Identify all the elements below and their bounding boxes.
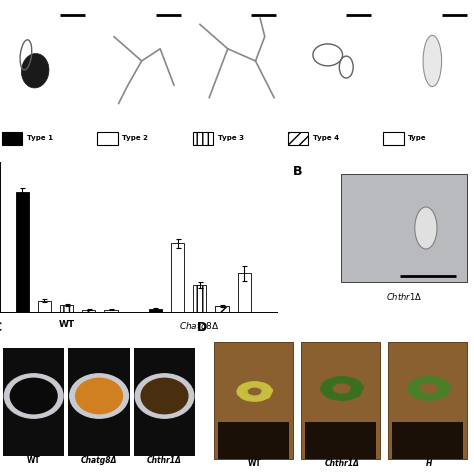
Ellipse shape bbox=[423, 36, 442, 87]
Bar bbox=[305, 421, 376, 459]
Bar bbox=[171, 244, 184, 312]
Ellipse shape bbox=[237, 392, 259, 402]
Bar bbox=[392, 421, 464, 459]
Ellipse shape bbox=[407, 376, 428, 391]
Bar bbox=[214, 342, 293, 459]
Text: Chthr1Δ: Chthr1Δ bbox=[147, 456, 182, 465]
Text: Type: Type bbox=[408, 135, 427, 141]
Ellipse shape bbox=[407, 390, 434, 401]
Bar bbox=[38, 301, 51, 312]
Circle shape bbox=[4, 374, 63, 418]
Circle shape bbox=[10, 378, 57, 414]
Bar bbox=[288, 132, 308, 145]
Ellipse shape bbox=[438, 380, 449, 398]
Ellipse shape bbox=[321, 381, 334, 399]
Bar bbox=[97, 132, 118, 145]
Ellipse shape bbox=[329, 392, 361, 401]
Ellipse shape bbox=[417, 392, 448, 401]
Bar bbox=[60, 305, 73, 312]
Text: Chthr1Δ: Chthr1Δ bbox=[324, 459, 359, 468]
Ellipse shape bbox=[339, 376, 364, 389]
Bar bbox=[383, 132, 404, 145]
Circle shape bbox=[76, 378, 122, 414]
Text: Chatg8Δ: Chatg8Δ bbox=[81, 456, 117, 465]
Bar bbox=[104, 310, 118, 312]
Bar bbox=[82, 310, 95, 312]
Ellipse shape bbox=[412, 377, 444, 384]
Text: $\mathit{Chthr1\Delta}$: $\mathit{Chthr1\Delta}$ bbox=[386, 291, 422, 302]
Ellipse shape bbox=[345, 384, 364, 401]
Ellipse shape bbox=[241, 382, 267, 388]
Bar bbox=[193, 285, 207, 312]
Ellipse shape bbox=[415, 207, 437, 249]
Bar bbox=[3, 348, 64, 456]
Bar bbox=[192, 132, 213, 145]
Ellipse shape bbox=[261, 384, 272, 399]
Bar bbox=[388, 342, 467, 459]
Circle shape bbox=[141, 378, 188, 414]
Text: Type 3: Type 3 bbox=[218, 135, 244, 141]
Ellipse shape bbox=[245, 395, 270, 401]
Ellipse shape bbox=[409, 381, 421, 399]
Text: WT: WT bbox=[248, 459, 262, 468]
Ellipse shape bbox=[236, 381, 255, 393]
Text: C: C bbox=[0, 321, 1, 334]
Ellipse shape bbox=[319, 376, 341, 391]
Ellipse shape bbox=[253, 381, 273, 392]
Ellipse shape bbox=[21, 54, 49, 88]
Ellipse shape bbox=[432, 384, 451, 401]
Ellipse shape bbox=[325, 377, 356, 384]
Text: WT: WT bbox=[27, 456, 41, 465]
Bar bbox=[16, 192, 29, 312]
Bar bbox=[218, 421, 289, 459]
Bar bbox=[237, 273, 251, 312]
FancyBboxPatch shape bbox=[341, 174, 466, 282]
Bar bbox=[149, 309, 162, 312]
Text: Type 2: Type 2 bbox=[122, 135, 148, 141]
Text: Type 1: Type 1 bbox=[27, 135, 53, 141]
Circle shape bbox=[135, 374, 194, 418]
Text: Type 4: Type 4 bbox=[313, 135, 339, 141]
Bar bbox=[2, 132, 22, 145]
Circle shape bbox=[70, 374, 128, 418]
Ellipse shape bbox=[320, 390, 347, 401]
Text: B: B bbox=[293, 165, 302, 178]
Ellipse shape bbox=[350, 380, 362, 398]
Bar bbox=[134, 348, 195, 456]
Ellipse shape bbox=[427, 376, 451, 389]
Text: D: D bbox=[197, 321, 207, 334]
Text: H: H bbox=[426, 459, 432, 468]
Ellipse shape bbox=[237, 385, 248, 400]
Bar bbox=[68, 348, 130, 456]
Bar bbox=[301, 342, 380, 459]
Bar bbox=[215, 306, 228, 312]
Ellipse shape bbox=[257, 388, 273, 401]
